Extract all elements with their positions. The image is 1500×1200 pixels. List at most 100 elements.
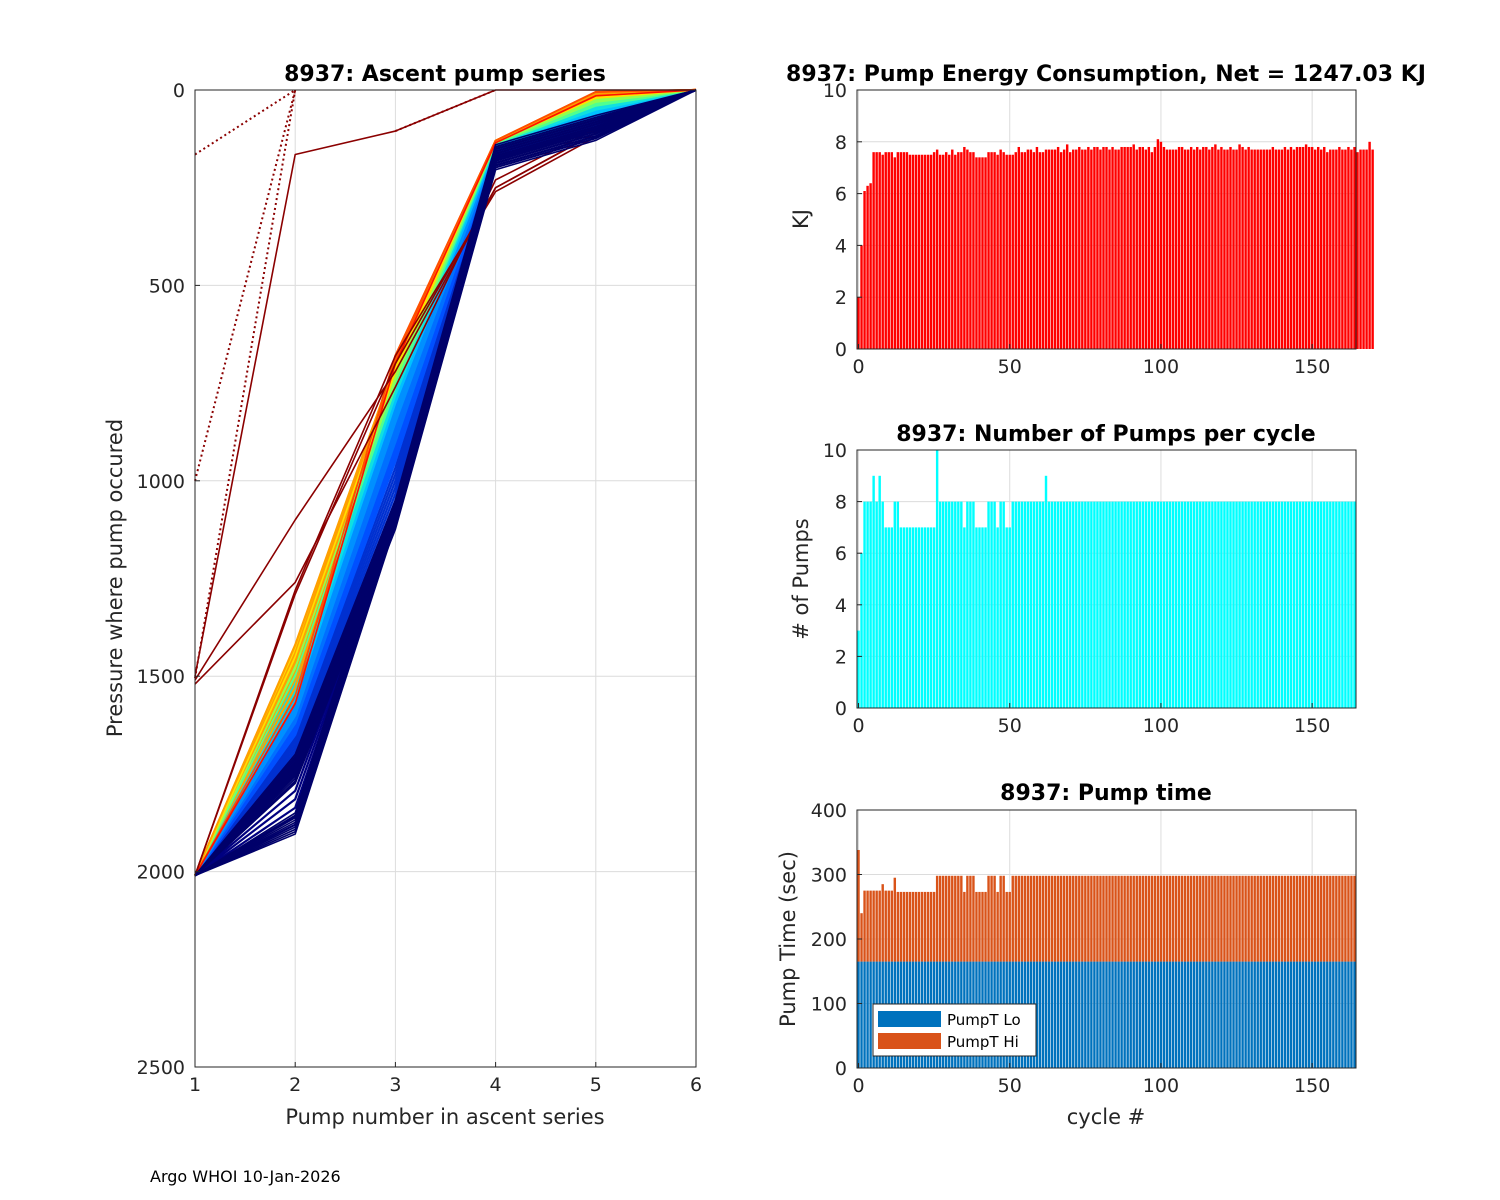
pumps-chart-title: 8937: Number of Pumps per cycle: [896, 422, 1315, 447]
npumps-bar: [1247, 501, 1250, 708]
npumps-bar: [1105, 501, 1108, 708]
energy-bar: [1365, 149, 1368, 349]
energy-bar: [1326, 152, 1329, 349]
energy-bar: [1087, 146, 1090, 349]
npumps-bar: [1117, 501, 1120, 708]
pumptime-bar-lo: [1338, 961, 1341, 1068]
energy-bar: [929, 154, 933, 349]
pumptime-bar-lo: [1129, 961, 1132, 1068]
pumptime-bar-hi: [1065, 875, 1069, 962]
energy-bar: [1111, 146, 1114, 349]
npumps-bar: [1226, 501, 1229, 708]
pumptime-bar-hi: [905, 891, 909, 962]
energy-bar: [1202, 146, 1205, 349]
npumps-bar: [1286, 501, 1290, 708]
npumps-bar: [1310, 501, 1314, 708]
pumptime-bar-hi: [1217, 875, 1220, 962]
energy-bar: [996, 154, 999, 349]
npumps-bar: [984, 527, 987, 708]
energy-bar: [872, 152, 875, 349]
pumptime-bar-hi: [1323, 875, 1326, 962]
pumptime-bar-hi: [1250, 875, 1253, 962]
energy-x-tick-label: 0: [852, 356, 864, 378]
npumps-bar: [1283, 501, 1287, 708]
pumptime-bar-hi: [881, 884, 884, 962]
energy-bar: [1244, 149, 1247, 349]
pumptime-bar-hi: [1005, 891, 1008, 962]
pumptime-bar-lo: [860, 961, 863, 1068]
energy-bar: [890, 152, 893, 349]
energy-bar: [1341, 149, 1344, 349]
pumptime-bar-lo: [1153, 961, 1157, 1068]
pumptime-bar-hi: [1017, 875, 1021, 962]
energy-bar: [960, 152, 963, 349]
pumptime-bar-hi: [957, 875, 960, 962]
npumps-bar: [1102, 501, 1105, 708]
pumptime-bar-hi: [1035, 875, 1039, 962]
energy-bar: [1307, 146, 1311, 349]
energy-bar: [966, 149, 969, 349]
energy-bar: [1268, 149, 1272, 349]
energy-bar: [1283, 146, 1287, 349]
pumptime-bar-hi: [860, 913, 863, 962]
pumptime-bar-lo: [1078, 961, 1081, 1068]
energy-bar: [1286, 149, 1290, 349]
npumps-bar: [1295, 501, 1299, 708]
pumps-plot-frame: [856, 449, 1357, 709]
energy-bar: [1350, 149, 1353, 349]
npumps-bar: [869, 501, 872, 708]
pumptime-bar-hi: [978, 891, 981, 962]
pumptime-bar-hi: [1301, 875, 1305, 962]
pumptime-bar-hi: [1265, 875, 1268, 962]
energy-bar: [1177, 146, 1181, 349]
npumps-bar: [1023, 501, 1027, 708]
energy-x-tick-label: 50: [998, 356, 1022, 378]
energy-bar: [1159, 141, 1163, 349]
pumptime-bar-hi: [954, 875, 957, 962]
pumptime-bar-lo: [1096, 961, 1099, 1068]
energy-bar: [1223, 149, 1226, 349]
pumptime-bar-hi: [914, 891, 918, 962]
energy-x-tick-label: 150: [1294, 356, 1330, 378]
pumptime-bar-hi: [1032, 875, 1036, 962]
energy-bar: [869, 183, 872, 349]
npumps-bar: [954, 501, 957, 708]
pumptime-bar-hi: [1141, 875, 1145, 962]
energy-bar: [1304, 144, 1308, 349]
pumptime-bar-hi: [969, 875, 972, 962]
energy-bar: [1256, 149, 1259, 349]
npumps-bar: [1032, 501, 1036, 708]
pumptime-bar-hi: [896, 891, 900, 962]
pumptime-bar-hi: [887, 890, 890, 962]
ascent-y-tick-label: 1500: [137, 666, 185, 688]
legend-swatch-lo: [878, 1011, 941, 1027]
npumps-y-tick-label: 8: [835, 492, 847, 514]
energy-bar: [1235, 149, 1238, 349]
pumptime-bar-lo: [1038, 961, 1042, 1068]
pumptime-bar-lo: [1205, 961, 1208, 1068]
pumptime-bar-hi: [926, 891, 930, 962]
energy-bar: [1371, 149, 1374, 349]
energy-bar: [1084, 149, 1087, 349]
pumptime-bar-hi: [1087, 875, 1090, 962]
npumps-bar: [1180, 501, 1184, 708]
pumptime-bar-lo: [1320, 961, 1323, 1068]
ascent-series-line: [194, 89, 696, 677]
energy-plot-frame: [856, 89, 1357, 350]
pumptime-bar-lo: [1156, 961, 1160, 1068]
pumptime-bar-lo: [1056, 961, 1060, 1068]
npumps-bar: [1168, 501, 1172, 708]
npumps-bar: [1316, 501, 1320, 708]
pumptime-bar-hi: [1020, 875, 1024, 962]
pumptime-bar-hi: [1316, 875, 1320, 962]
pumptime-bar-lo: [866, 961, 869, 1068]
npumps-bar: [1075, 501, 1078, 708]
npumps-bar: [1038, 501, 1042, 708]
energy-bar: [935, 149, 939, 349]
pumptime-bar-hi: [941, 875, 945, 962]
pumptime-bar-hi: [1320, 875, 1323, 962]
npumps-bar: [1253, 501, 1256, 708]
ascent-series-line: [194, 89, 697, 877]
energy-bar: [1041, 152, 1045, 349]
pumptime-bar-hi: [1159, 875, 1163, 962]
